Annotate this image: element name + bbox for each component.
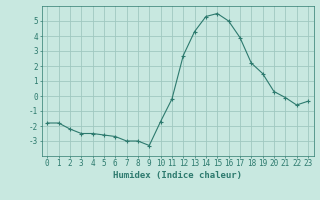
X-axis label: Humidex (Indice chaleur): Humidex (Indice chaleur) xyxy=(113,171,242,180)
